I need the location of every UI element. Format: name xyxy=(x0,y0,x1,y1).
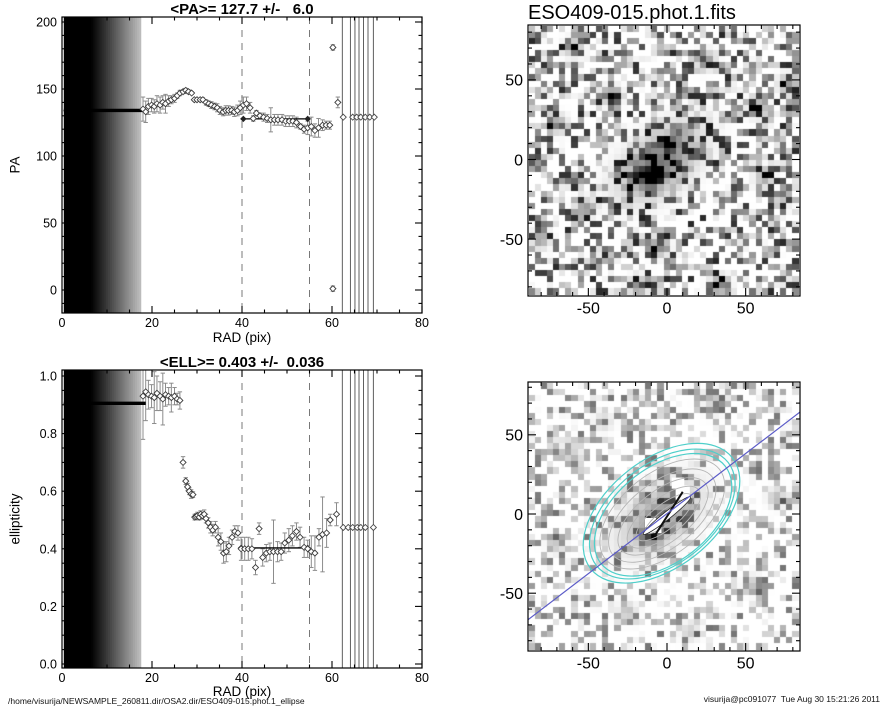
overlay-ytick-label: 50 xyxy=(505,428,523,445)
image-image-panel: -50 0 50 -50 0 50 xyxy=(500,24,801,318)
ell-xaxis-label: RAD (pix) xyxy=(212,684,272,699)
core-streak xyxy=(653,491,684,537)
overlay-xtick-label: 0 xyxy=(663,656,672,673)
galaxy-fits-image xyxy=(529,26,799,295)
pa-xtick-label: 80 xyxy=(415,316,429,330)
image-ytick-label: -50 xyxy=(500,232,523,249)
isophote-contour xyxy=(608,468,717,563)
overlay-image-panel: -50 0 50 -50 0 50 xyxy=(500,381,801,673)
pa-profile-plot: 0 20 40 60 80 0 50 100 150 200 xyxy=(36,16,429,331)
pa-xtick-label: 60 xyxy=(325,316,339,330)
pa-error-bars xyxy=(140,44,341,292)
ell-plot-area xyxy=(63,370,378,668)
pa-xtick-label: 20 xyxy=(145,316,159,330)
pa-ytick-label: 200 xyxy=(36,16,57,30)
masked-region xyxy=(671,477,685,489)
image-xtick-label: -50 xyxy=(577,301,600,318)
overlay-xtick-label: -50 xyxy=(577,656,600,673)
ell-ytick-label: 0.6 xyxy=(40,485,57,499)
fitted-ellipse-contour xyxy=(582,442,741,584)
overlay-xtick-label: 50 xyxy=(737,656,755,673)
fitted-ellipse-contour xyxy=(588,448,736,580)
pa-ytick-label: 0 xyxy=(50,284,57,298)
pa-ytick-label: 50 xyxy=(43,217,57,231)
pa-yaxis-label: PA xyxy=(7,156,23,174)
position-angle-line xyxy=(528,411,800,621)
session-info-label: visurija@pc091077 Tue Aug 30 15:21:26 20… xyxy=(703,694,880,704)
pa-xtick-label: 40 xyxy=(235,316,249,330)
isophote-contour xyxy=(635,493,694,542)
overlay-axis-ticks xyxy=(528,382,800,651)
pa-xtick-label: 0 xyxy=(59,316,66,330)
ell-ytick-label: 0.0 xyxy=(40,658,57,672)
ell-data-points xyxy=(139,388,378,572)
isophote-contour xyxy=(599,458,726,570)
ell-xtick-label: 60 xyxy=(325,671,339,685)
ell-xtick-label: 0 xyxy=(59,671,66,685)
ell-ytick-label: 1.0 xyxy=(40,370,57,384)
pa-ytick-label: 150 xyxy=(36,83,57,97)
fits-image-title: ESO409-015.phot.1.fits xyxy=(528,2,736,24)
ell-xtick-label: 20 xyxy=(145,671,159,685)
ell-ytick-label: 0.2 xyxy=(40,600,57,614)
image-xtick-label: 0 xyxy=(663,301,672,318)
pa-ytick-label: 100 xyxy=(36,150,57,164)
file-path-label: /home/visurija/NEWSAMPLE_260811.dir/OSA2… xyxy=(8,696,305,706)
ell-ytick-label: 0.8 xyxy=(40,427,57,441)
ell-ytick-label: 0.4 xyxy=(40,542,57,556)
pa-data-points xyxy=(139,43,378,293)
isophote-overlay xyxy=(528,411,800,621)
ell-plot-title: <ELL>= 0.403 +/- 0.036 xyxy=(159,354,325,371)
pa-plot-title: <PA>= 127.7 +/- 6.0 xyxy=(170,1,314,18)
pa-plot-area xyxy=(63,17,378,313)
ell-axis-ticks xyxy=(61,370,423,668)
ell-xtick-label: 40 xyxy=(235,671,249,685)
image-ytick-label: 50 xyxy=(505,73,523,90)
ell-profile-plot: 0 20 40 60 80 0.0 0.2 0.4 0.6 0.8 1.0 xyxy=(40,369,429,685)
image-ytick-label: 0 xyxy=(514,152,523,169)
pa-axis-ticks xyxy=(61,17,423,313)
ell-xtick-label: 80 xyxy=(415,671,429,685)
image-axis-ticks xyxy=(528,25,800,296)
image-xtick-label: 50 xyxy=(737,301,755,318)
ell-yaxis-label: ellipticity xyxy=(7,493,23,545)
overlay-ytick-label: -50 xyxy=(500,586,523,603)
overlay-ytick-label: 0 xyxy=(514,507,523,524)
pa-xaxis-label: RAD (pix) xyxy=(212,330,272,345)
